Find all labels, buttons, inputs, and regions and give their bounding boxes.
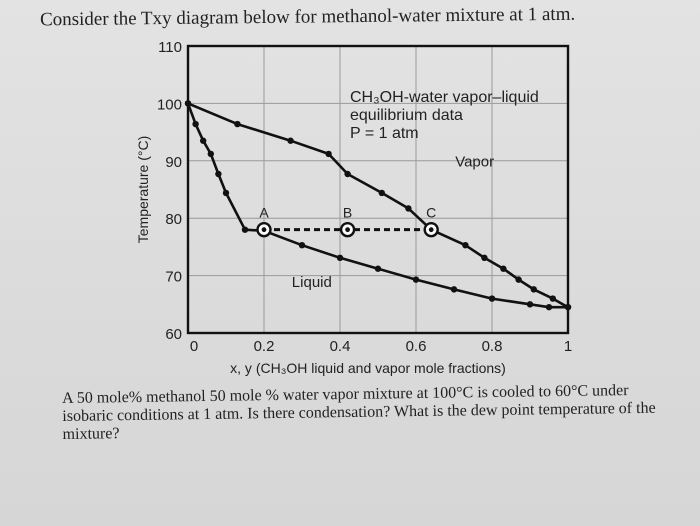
y-tick-label: 100 xyxy=(157,96,182,113)
y-tick-label: 70 xyxy=(165,269,182,286)
y-tick-label: 60 xyxy=(165,326,182,343)
vapor-data-point xyxy=(530,286,537,293)
liquid-data-point xyxy=(336,254,344,262)
point-marker-center xyxy=(261,227,267,233)
liquid-data-point xyxy=(241,226,249,233)
question-body: A 50 mole% methanol 50 mole % water vapo… xyxy=(62,382,656,443)
liquid-data-point xyxy=(215,170,222,178)
liquid-data-point xyxy=(526,301,534,308)
x-axis-label: x, y (CH₃OH liquid and vapor mole fracti… xyxy=(230,360,506,376)
vapor-data-point xyxy=(481,254,488,262)
vapor-data-point xyxy=(234,120,241,128)
x-tick-label: 0 xyxy=(190,338,198,355)
point-label-a: A xyxy=(259,205,269,221)
grid xyxy=(188,46,568,333)
point-label-b: B xyxy=(343,205,352,221)
vapor-data-point xyxy=(287,137,294,144)
vapor-data-point xyxy=(378,189,385,197)
liquid-data-point xyxy=(488,295,496,302)
liquid-data-point xyxy=(450,286,458,293)
vapor-data-point xyxy=(344,170,351,178)
y-axis-label: Temperature (°C) xyxy=(135,136,151,244)
vapor-data-point xyxy=(564,303,572,311)
plot-frame xyxy=(186,44,570,335)
liquid-data-point xyxy=(222,189,230,197)
region-label-vapor: Vapor xyxy=(455,154,494,171)
y-tick-label: 90 xyxy=(165,154,182,171)
vapor-data-point xyxy=(549,295,556,302)
vapor-data-point xyxy=(325,150,332,158)
vapor-data-point xyxy=(462,241,469,249)
annotation-line: P = 1 atm xyxy=(350,125,419,142)
region-labels: Vapor Liquid xyxy=(292,154,494,292)
point-label-c: C xyxy=(426,205,436,221)
liquid-data-point xyxy=(412,276,420,283)
marked-points: A B C xyxy=(256,205,439,238)
point-marker-center xyxy=(345,227,350,233)
liquid-data-point xyxy=(374,265,382,272)
x-tick-label: 0.4 xyxy=(330,338,351,355)
point-marker-center xyxy=(428,227,434,233)
x-tick-label: 0.8 xyxy=(482,338,503,355)
y-tick-label: 80 xyxy=(165,211,182,228)
txy-chart: 60 70 80 90 100 110 0 0.2 0.4 0.6 0.8 1 A B C CH₃OH-… xyxy=(135,39,572,376)
liquid-data-point xyxy=(298,241,306,249)
annotation-line: CH₃OH-water vapor–liquid xyxy=(350,89,539,106)
liquid-data-point xyxy=(207,150,214,158)
region-label-liquid: Liquid xyxy=(292,274,332,291)
x-tick-label: 1 xyxy=(564,338,572,355)
y-tick-label: 110 xyxy=(158,39,182,56)
liquid-data-point xyxy=(200,137,207,144)
liquid-data-point xyxy=(545,303,553,311)
liquid-data-point xyxy=(192,120,199,128)
vapor-data-point xyxy=(500,265,507,272)
x-tick-labels: 0 0.2 0.4 0.6 0.8 1 xyxy=(190,338,572,355)
vapor-data-point xyxy=(184,100,192,107)
vapor-data-point xyxy=(515,276,522,283)
y-tick-labels: 60 70 80 90 100 110 xyxy=(157,39,182,343)
x-tick-label: 0.6 xyxy=(406,338,427,355)
vapor-data-point xyxy=(405,205,412,212)
annotation-line: equilibrium data xyxy=(350,107,463,124)
x-tick-label: 0.2 xyxy=(254,338,275,355)
